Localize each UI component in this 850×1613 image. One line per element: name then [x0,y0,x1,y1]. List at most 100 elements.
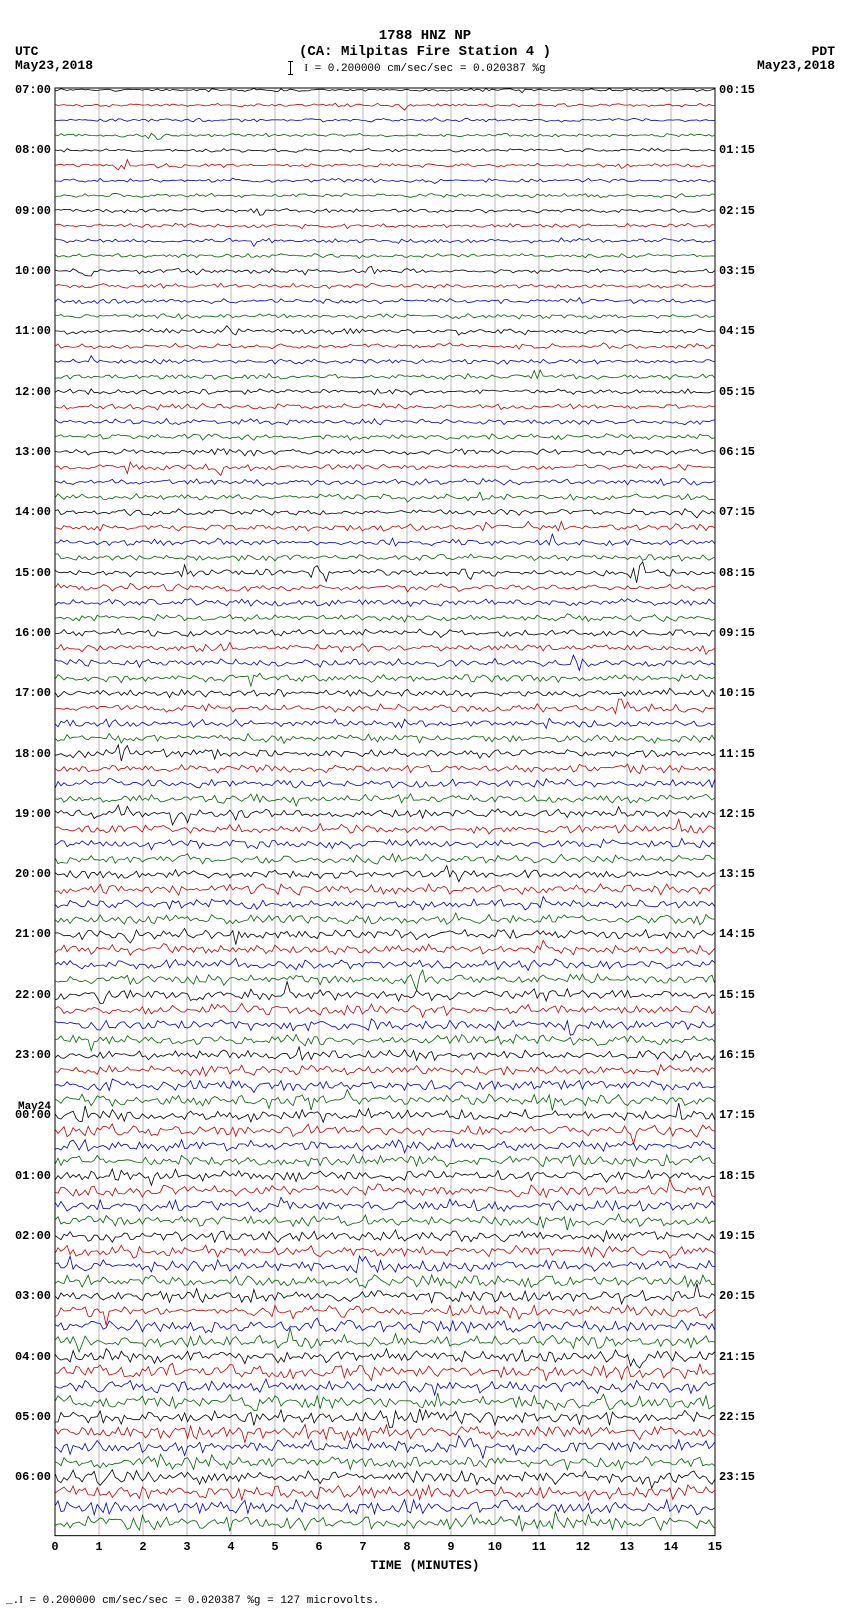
seismic-trace [55,1318,715,1333]
seismic-trace [55,193,715,198]
seismic-trace [55,778,715,788]
scale-note: I = 0.200000 cm/sec/sec = 0.020387 %g [0,62,850,75]
pdt-time-label: 15:15 [719,988,755,1002]
x-tick: 5 [271,1540,278,1554]
seismic-trace [55,1003,715,1017]
utc-time-label: 04:00 [15,1350,51,1364]
seismic-trace [55,209,715,216]
pdt-time-label: 07:15 [719,505,755,519]
seismic-trace [55,1047,715,1061]
x-axis-label: TIME (MINUTES) [0,1558,850,1573]
seismic-trace [55,370,715,379]
seismic-trace [55,509,715,518]
seismic-trace [55,521,715,531]
seismic-trace [55,1363,715,1380]
date-left-label: May23,2018 [15,58,93,73]
x-tick: 1 [95,1540,102,1554]
seismic-trace [55,492,715,502]
station-name: (CA: Milpitas Fire Station 4 ) [0,44,850,60]
pdt-time-label: 08:15 [719,566,755,580]
utc-time-label: 20:00 [15,867,51,881]
seismic-trace [55,403,715,410]
seismic-trace [55,733,715,743]
seismic-trace [55,1328,715,1352]
date-right-label: May23,2018 [757,58,835,73]
seismic-trace [55,1275,715,1288]
utc-time-label: 10:00 [15,264,51,278]
seismic-trace [55,1424,715,1442]
seismic-trace [55,1154,715,1166]
seismic-trace [55,958,715,970]
seismic-trace [55,699,715,714]
seismic-trace [55,1436,715,1458]
seismic-trace [55,1256,715,1273]
pdt-time-label: 17:15 [719,1108,755,1122]
seismic-trace [55,745,715,761]
seismic-trace [55,1349,715,1368]
seismic-trace [55,718,715,728]
x-tick: 0 [51,1540,58,1554]
utc-time-label: 07:00 [15,83,51,97]
seismic-trace [55,1485,715,1500]
seismic-trace [55,673,715,686]
seismic-trace [55,223,715,228]
seismic-trace [55,1090,715,1111]
pdt-time-label: 23:15 [719,1470,755,1484]
seismic-trace [55,1512,715,1531]
pdt-time-label: 10:15 [719,686,755,700]
seismic-trace [55,1034,715,1050]
x-tick: 15 [708,1540,722,1554]
seismic-trace [55,160,715,170]
seismic-trace [55,940,715,955]
utc-time-label: 22:00 [15,988,51,1002]
seismic-trace [55,1139,715,1153]
utc-time-label: 05:00 [15,1410,51,1424]
seismic-trace [55,314,715,319]
tz-left-label: UTC [15,44,38,59]
seismic-trace [55,254,715,259]
seismic-trace [55,688,715,697]
utc-time-label: 11:00 [15,324,51,338]
plot-area: 012345678910111213141507:0008:0009:0010:… [55,88,715,1536]
pdt-time-label: 05:15 [719,385,755,399]
seismic-trace [55,1214,715,1230]
utc-time-label: 02:00 [15,1229,51,1243]
seismic-trace [55,928,715,944]
seismogram-container: 1788 HNZ NP (CA: Milpitas Fire Station 4… [0,0,850,1613]
seismic-trace [55,133,715,139]
utc-time-label: 03:00 [15,1289,51,1303]
seismic-trace [55,178,715,183]
utc-time-label: 13:00 [15,445,51,459]
tz-right-label: PDT [812,44,835,59]
pdt-time-label: 21:15 [719,1350,755,1364]
seismic-trace [55,554,715,561]
utc-time-label: 17:00 [15,686,51,700]
seismic-trace [55,356,715,364]
seismic-trace [55,583,715,591]
seismic-trace [55,599,715,607]
x-tick: 12 [576,1540,590,1554]
seismic-trace [55,897,715,910]
pdt-time-label: 09:15 [719,626,755,640]
x-tick: 10 [488,1540,502,1554]
pdt-time-label: 13:15 [719,867,755,881]
seismic-trace [55,478,715,485]
seismic-trace [55,1454,715,1470]
seismic-trace [55,970,715,990]
seismic-trace [55,866,715,882]
seismic-trace [55,266,715,275]
seismic-trace [55,1393,715,1410]
utc-date-inset: May24 [18,1101,51,1113]
pdt-time-label: 11:15 [719,747,755,761]
pdt-time-label: 19:15 [719,1229,755,1243]
pdt-time-label: 02:15 [719,204,755,218]
pdt-time-label: 12:15 [719,807,755,821]
seismic-trace [55,534,715,546]
x-tick: 7 [359,1540,366,1554]
utc-time-label: 21:00 [15,927,51,941]
x-tick: 13 [620,1540,634,1554]
seismic-trace [55,629,715,638]
utc-time-label: 09:00 [15,204,51,218]
seismic-trace [55,913,715,925]
utc-time-label: 12:00 [15,385,51,399]
